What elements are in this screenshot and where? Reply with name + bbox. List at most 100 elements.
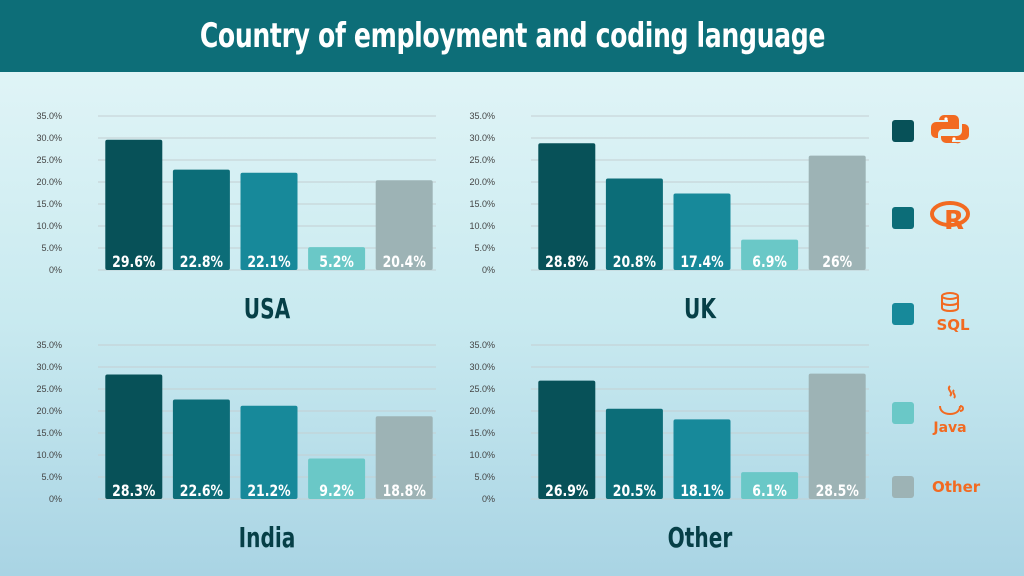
y-tick-label: 35.0% <box>36 340 62 350</box>
y-tick-label: 25.0% <box>36 155 62 165</box>
legend-item-4: Other <box>892 476 980 498</box>
y-tick-label: 30.0% <box>469 362 495 372</box>
bar-value-label: 29.6% <box>112 254 155 272</box>
bar-value-label: 28.8% <box>545 254 588 272</box>
legend-swatch <box>892 402 914 424</box>
y-tick-label: 35.0% <box>469 340 495 350</box>
y-tick-label: 20.0% <box>469 177 495 187</box>
bar-value-label: 20.4% <box>383 254 426 272</box>
y-tick-label: 0% <box>49 265 62 275</box>
bar-value-label: 22.6% <box>180 483 223 501</box>
bar-value-label: 28.3% <box>112 483 155 501</box>
python-logo-icon <box>930 111 970 151</box>
chart-title: Other <box>668 521 733 554</box>
svg-text:SQL: SQL <box>936 316 970 334</box>
bar-python <box>538 143 596 270</box>
svg-text:Java: Java <box>932 420 966 436</box>
bar-value-label: 26% <box>822 254 852 272</box>
y-tick-label: 15.0% <box>36 199 62 209</box>
y-tick-label: 25.0% <box>36 384 62 394</box>
bar-r <box>172 169 230 270</box>
bar-other <box>808 373 866 499</box>
bar-value-label: 26.9% <box>545 483 588 501</box>
y-tick-label: 25.0% <box>469 155 495 165</box>
bar-value-label: 22.8% <box>180 254 223 272</box>
bar-sql <box>673 419 731 499</box>
bar-r <box>172 399 230 499</box>
bar-value-label: 6.1% <box>752 483 787 501</box>
y-tick-label: 5.0% <box>474 243 495 253</box>
y-tick-label: 5.0% <box>41 472 62 482</box>
bar-value-label: 18.8% <box>383 483 426 501</box>
chart-panel-2: 0% 5.0% 10.0% 15.0% 20.0% 25.0% 30.0% 35.0% 28.3… <box>36 340 436 554</box>
bar-value-label: 22.1% <box>247 254 290 272</box>
y-tick-label: 35.0% <box>469 111 495 121</box>
legend-item-3: Java <box>892 384 970 442</box>
y-tick-label: 10.0% <box>36 450 62 460</box>
y-tick-label: 25.0% <box>469 384 495 394</box>
bar-value-label: 9.2% <box>319 483 354 501</box>
bar-value-label: 20.5% <box>613 483 656 501</box>
title-banner: Country of employment and coding languag… <box>0 0 1024 72</box>
svg-text:R: R <box>944 206 964 233</box>
y-tick-label: 35.0% <box>36 111 62 121</box>
y-tick-label: 30.0% <box>36 362 62 372</box>
bar-value-label: 6.9% <box>752 254 787 272</box>
chart-panel-1: 0% 5.0% 10.0% 15.0% 20.0% 25.0% 30.0% 35.0% 28.8… <box>469 111 869 325</box>
legend-label-other: Other <box>932 478 981 496</box>
r-logo-icon: R <box>930 199 974 237</box>
legend-item-1: R <box>892 199 974 237</box>
y-tick-label: 5.0% <box>41 243 62 253</box>
bar-value-label: 20.8% <box>613 254 656 272</box>
y-tick-label: 20.0% <box>36 177 62 187</box>
legend-item-2: SQL <box>892 290 976 338</box>
legend-item-0 <box>892 111 970 151</box>
bar-r <box>605 178 663 270</box>
bar-other <box>375 416 433 499</box>
legend-swatch <box>892 120 914 142</box>
y-tick-label: 30.0% <box>469 133 495 143</box>
chart-panel-0: 0% 5.0% 10.0% 15.0% 20.0% 25.0% 30.0% 35.0% 29.6… <box>36 111 436 325</box>
bar-python <box>105 374 163 499</box>
bar-value-label: 28.5% <box>816 483 859 501</box>
bar-value-label: 21.2% <box>247 483 290 501</box>
chart-title: India <box>239 521 296 554</box>
page-title: Country of employment and coding languag… <box>199 16 825 56</box>
y-tick-label: 15.0% <box>469 428 495 438</box>
bar-python <box>538 380 596 499</box>
y-tick-label: 10.0% <box>36 221 62 231</box>
y-tick-label: 10.0% <box>469 450 495 460</box>
bar-sql <box>673 193 731 270</box>
y-tick-label: 20.0% <box>36 406 62 416</box>
bar-python <box>105 139 163 270</box>
legend-swatch <box>892 303 914 325</box>
bar-other <box>375 180 433 270</box>
bar-sql <box>240 405 298 499</box>
legend-swatch <box>892 476 914 498</box>
y-tick-label: 0% <box>482 494 495 504</box>
bar-java <box>308 247 366 270</box>
chart-panel-3: 0% 5.0% 10.0% 15.0% 20.0% 25.0% 30.0% 35.0% 26.9… <box>469 340 869 554</box>
bar-java <box>741 239 799 270</box>
y-tick-label: 0% <box>49 494 62 504</box>
bar-sql <box>240 172 298 270</box>
y-tick-label: 10.0% <box>469 221 495 231</box>
bar-value-label: 5.2% <box>319 254 354 272</box>
bar-other <box>808 155 866 270</box>
bar-value-label: 17.4% <box>680 254 723 272</box>
bar-java <box>741 472 799 499</box>
bar-r <box>605 408 663 499</box>
y-tick-label: 0% <box>482 265 495 275</box>
chart-title: UK <box>684 292 717 325</box>
chart-title: USA <box>244 292 291 325</box>
sql-database-icon: SQL <box>930 290 976 338</box>
y-tick-label: 5.0% <box>474 472 495 482</box>
bar-value-label: 18.1% <box>680 483 723 501</box>
y-tick-label: 15.0% <box>36 428 62 438</box>
bar-java <box>308 458 366 499</box>
legend-swatch <box>892 207 914 229</box>
y-tick-label: 15.0% <box>469 199 495 209</box>
java-logo-icon: Java <box>930 384 970 442</box>
y-tick-label: 20.0% <box>469 406 495 416</box>
